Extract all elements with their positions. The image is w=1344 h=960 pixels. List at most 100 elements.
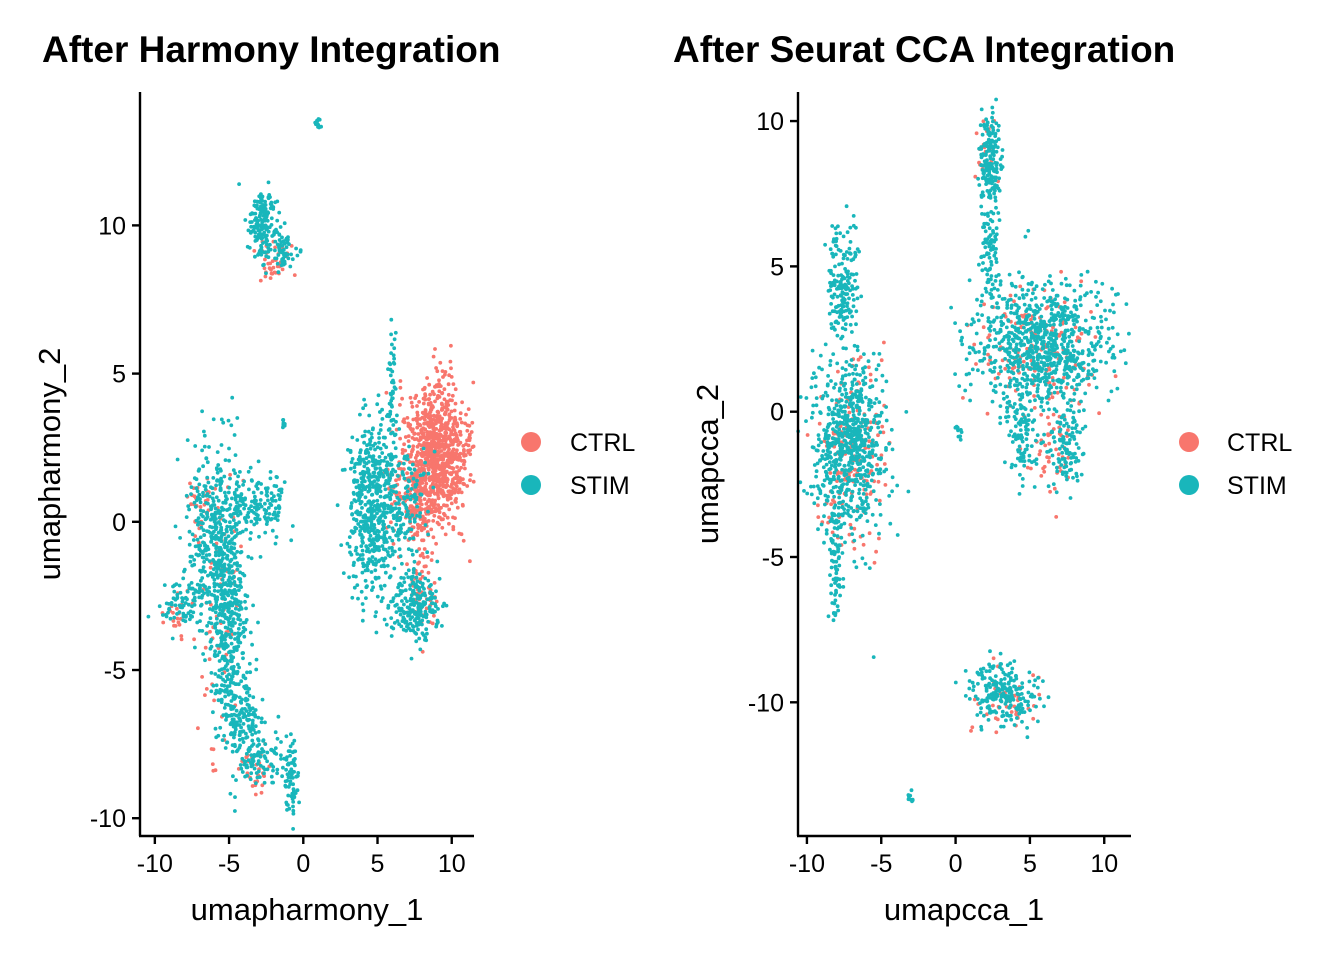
- point-stim: [206, 480, 211, 485]
- point-ctrl: [882, 340, 886, 345]
- point-stim: [824, 462, 829, 467]
- point-stim: [209, 621, 214, 626]
- point-ctrl: [464, 412, 468, 417]
- point-ctrl: [422, 555, 426, 560]
- point-ctrl: [421, 518, 426, 523]
- point-stim: [380, 451, 385, 455]
- point-stim: [373, 557, 378, 562]
- point-ctrl: [436, 409, 440, 414]
- point-stim: [381, 505, 386, 509]
- point-stim: [197, 553, 202, 557]
- point-ctrl: [453, 431, 458, 436]
- point-stim: [240, 571, 245, 576]
- point-stim: [270, 499, 275, 503]
- point-stim: [360, 536, 364, 540]
- point-stim: [856, 462, 861, 467]
- point-stim: [846, 508, 850, 513]
- point-stim: [416, 610, 421, 614]
- point-stim: [430, 601, 435, 606]
- point-ctrl: [437, 457, 442, 462]
- point-stim: [206, 592, 210, 597]
- point-stim: [830, 436, 835, 441]
- point-ctrl: [437, 464, 442, 468]
- point-ctrl: [427, 442, 432, 446]
- point-stim: [351, 490, 356, 495]
- point-stim: [293, 763, 297, 768]
- point-stim: [227, 549, 232, 553]
- point-stim: [218, 479, 223, 484]
- point-stim: [216, 589, 221, 594]
- point-ctrl: [267, 266, 272, 271]
- point-stim: [849, 455, 853, 460]
- point-stim: [264, 493, 269, 497]
- point-ctrl: [415, 450, 420, 455]
- point-stim: [854, 309, 859, 314]
- point-stim: [281, 250, 285, 255]
- point-ctrl: [828, 471, 833, 475]
- point-stim: [376, 545, 381, 549]
- point-ctrl: [458, 478, 463, 483]
- point-stim: [348, 466, 353, 471]
- point-stim: [272, 751, 277, 755]
- point-stim: [862, 479, 866, 484]
- point-stim: [253, 494, 257, 499]
- point-stim: [224, 556, 229, 560]
- point-stim: [250, 211, 255, 216]
- point-ctrl: [417, 482, 422, 487]
- point-stim: [225, 524, 230, 529]
- point-stim: [402, 580, 407, 584]
- point-ctrl: [1037, 692, 1042, 697]
- point-stim: [233, 521, 238, 526]
- point-stim: [162, 583, 167, 587]
- point-stim: [408, 621, 413, 626]
- point-stim: [196, 522, 200, 527]
- point-stim: [230, 624, 235, 628]
- point-stim: [263, 234, 268, 238]
- point-stim: [836, 476, 841, 481]
- point-stim: [230, 550, 234, 555]
- point-stim: [360, 506, 364, 510]
- point-ctrl: [408, 460, 412, 464]
- point-stim: [223, 615, 228, 620]
- point-stim: [832, 385, 836, 390]
- point-stim: [851, 401, 855, 406]
- point-ctrl: [423, 417, 427, 422]
- point-ctrl: [437, 382, 441, 386]
- point-ctrl: [200, 675, 205, 679]
- point-ctrl: [450, 398, 454, 403]
- point-stim: [863, 381, 868, 386]
- point-stim: [364, 549, 369, 554]
- point-stim: [871, 420, 876, 425]
- point-stim: [391, 353, 396, 358]
- point-stim: [295, 788, 300, 793]
- point-ctrl: [400, 451, 405, 455]
- point-stim: [861, 370, 866, 375]
- point-stim: [396, 474, 400, 478]
- point-stim: [904, 410, 909, 414]
- point-stim: [277, 497, 282, 502]
- point-stim: [212, 559, 216, 564]
- point-stim: [260, 697, 265, 702]
- point-stim: [200, 589, 205, 593]
- point-stim: [814, 403, 819, 408]
- point-stim: [407, 479, 412, 484]
- point-ctrl: [266, 261, 271, 266]
- point-stim: [215, 616, 219, 621]
- point-stim: [394, 593, 399, 597]
- point-stim: [286, 793, 291, 798]
- point-ctrl: [244, 754, 249, 759]
- point-stim: [387, 575, 392, 580]
- point-stim: [237, 633, 242, 638]
- point-stim: [220, 513, 225, 518]
- point-stim: [814, 474, 818, 479]
- point-stim: [233, 723, 237, 727]
- point-stim: [247, 661, 252, 666]
- x-tick-label: -10: [137, 850, 173, 878]
- point-stim: [852, 538, 857, 543]
- point-stim: [360, 526, 364, 531]
- point-stim: [264, 225, 269, 229]
- point-ctrl: [440, 442, 445, 446]
- point-stim: [387, 546, 392, 550]
- point-ctrl: [451, 486, 455, 491]
- point-stim: [272, 494, 276, 499]
